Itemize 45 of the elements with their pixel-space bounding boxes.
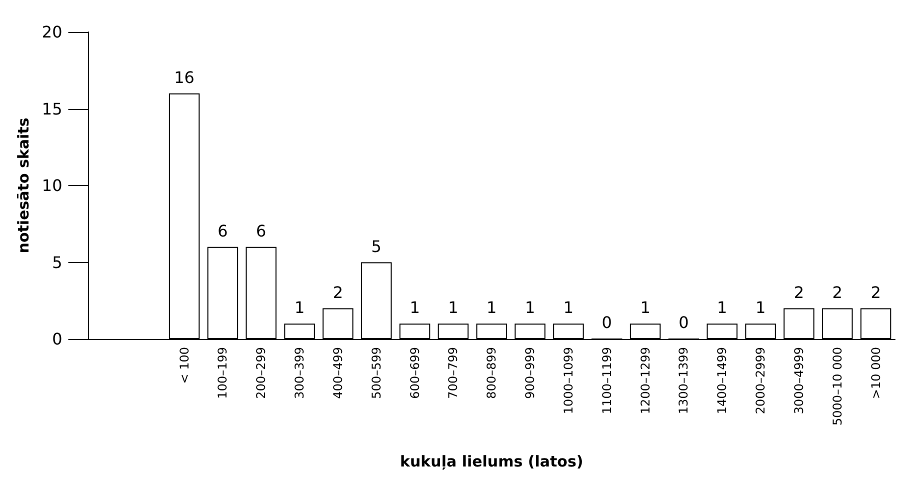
y-tick-label: 20 <box>42 22 62 42</box>
data-label: 1 <box>717 298 728 318</box>
x-tick-label: 400–499 <box>330 347 345 399</box>
data-label: 0 <box>678 313 689 332</box>
x-tick-label: 600–699 <box>408 347 422 399</box>
x-tick-label: 300–399 <box>292 347 307 399</box>
y-tick-label: 5 <box>52 252 62 272</box>
x-tick-label: 900–999 <box>523 347 538 399</box>
data-label: 2 <box>332 282 344 302</box>
x-tick-label: >10 000 <box>868 347 883 400</box>
x-tick-label: 1300–1399 <box>676 347 691 414</box>
data-label: 1 <box>410 298 420 318</box>
x-tick-label: 1000–1099 <box>561 347 576 414</box>
x-tick-label: < 100 <box>177 347 192 384</box>
x-tick-label: 200–299 <box>254 347 268 399</box>
x-tick-label: 800–899 <box>484 347 499 399</box>
data-label: 1 <box>294 298 305 318</box>
y-tick-label: 10 <box>42 176 62 195</box>
data-label: 6 <box>256 221 266 240</box>
data-label: 1 <box>563 298 574 318</box>
data-label: 2 <box>870 282 881 302</box>
x-tick-label: 500–599 <box>369 347 384 399</box>
data-label: 2 <box>832 282 842 302</box>
x-axis-title: kukuļa lielums (latos) <box>400 452 584 470</box>
x-tick-label: 2000–2999 <box>754 347 768 414</box>
x-tick-label: 3000–4999 <box>792 347 806 414</box>
data-label: 1 <box>486 298 497 318</box>
y-tick-label: 15 <box>42 99 62 118</box>
data-label: 5 <box>371 236 382 256</box>
data-label: 1 <box>640 298 650 318</box>
data-label: 2 <box>794 282 804 302</box>
x-tick-label: 100–199 <box>216 347 230 399</box>
data-label: 1 <box>755 298 766 318</box>
data-label: 1 <box>524 298 536 318</box>
x-tick-label: 1200–1299 <box>638 347 652 414</box>
data-label: 0 <box>602 313 612 332</box>
data-label: 6 <box>218 221 228 240</box>
data-label: 16 <box>174 68 194 87</box>
x-tick-label: 1400–1499 <box>715 347 730 414</box>
y-tick-label: 0 <box>52 330 62 348</box>
y-axis-title: notiesāto skaits <box>14 118 32 254</box>
x-tick-label: 1100–1199 <box>600 347 614 414</box>
data-label: 1 <box>448 298 458 318</box>
x-tick-label: 5000–10 000 <box>830 347 844 426</box>
x-tick-label: 700–799 <box>446 347 460 399</box>
